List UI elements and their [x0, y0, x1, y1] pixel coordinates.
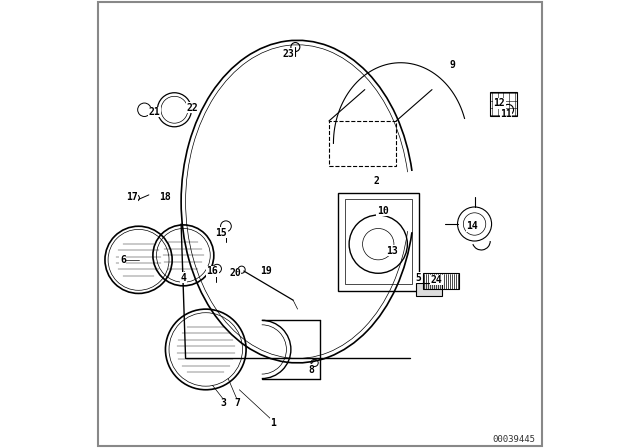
Text: 17: 17	[126, 192, 138, 202]
Text: 8: 8	[308, 365, 314, 375]
Text: 23: 23	[283, 49, 294, 59]
Bar	[490, 92, 517, 116]
Text: 5: 5	[415, 273, 422, 283]
Text: 22: 22	[186, 103, 198, 112]
Text: 9: 9	[449, 60, 455, 70]
Text: 21: 21	[148, 107, 160, 117]
Text: 11: 11	[500, 109, 512, 119]
Bar	[345, 199, 412, 284]
Text: 6: 6	[120, 255, 126, 265]
Text: 13: 13	[386, 246, 397, 256]
Text: 00039445: 00039445	[492, 435, 535, 444]
Bar	[329, 121, 396, 166]
Text: 14: 14	[467, 221, 478, 231]
Bar	[417, 283, 442, 296]
Text: 16: 16	[207, 266, 218, 276]
Text: 19: 19	[260, 266, 272, 276]
Text: 3: 3	[221, 398, 227, 408]
Bar	[338, 193, 419, 291]
Text: 20: 20	[229, 268, 241, 278]
Text: 10: 10	[377, 206, 388, 215]
Text: 4: 4	[180, 273, 186, 283]
Text: 15: 15	[216, 228, 227, 238]
Text: 24: 24	[431, 275, 442, 285]
Text: 7: 7	[234, 398, 240, 408]
Text: 2: 2	[373, 177, 379, 186]
Text: 18: 18	[159, 192, 172, 202]
Bar	[423, 273, 459, 289]
Text: 12: 12	[493, 98, 505, 108]
Text: 1: 1	[270, 418, 276, 428]
